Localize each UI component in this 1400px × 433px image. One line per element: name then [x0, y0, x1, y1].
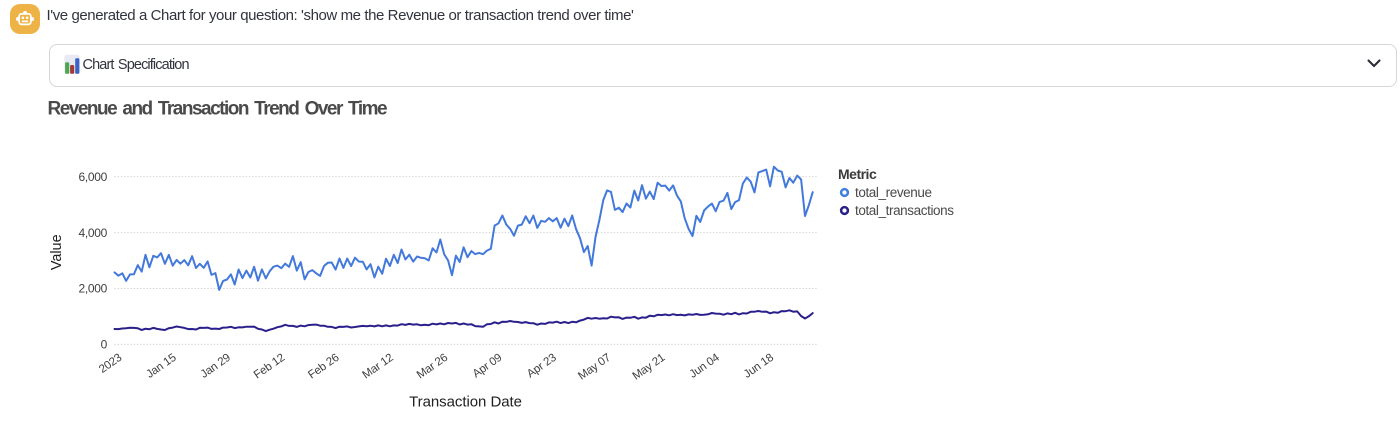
svg-text:Jun 18: Jun 18 — [742, 352, 776, 381]
svg-text:total_transactions: total_transactions — [855, 203, 954, 218]
svg-text:Jan 15: Jan 15 — [144, 352, 178, 381]
svg-text:Apr 23: Apr 23 — [525, 352, 559, 381]
svg-text:Feb 12: Feb 12 — [252, 352, 287, 382]
svg-text:May 07: May 07 — [576, 352, 613, 383]
svg-text:Mar 12: Mar 12 — [361, 352, 396, 382]
svg-text:Transaction Date: Transaction Date — [409, 393, 522, 410]
svg-text:Mar 26: Mar 26 — [415, 352, 450, 382]
svg-text:Apr 09: Apr 09 — [471, 352, 505, 381]
svg-text:total_revenue: total_revenue — [855, 185, 932, 200]
svg-text:2,000: 2,000 — [78, 282, 107, 296]
svg-text:Jan 29: Jan 29 — [199, 352, 233, 381]
svg-text:May 21: May 21 — [631, 352, 668, 383]
svg-text:4,000: 4,000 — [78, 226, 107, 240]
svg-text:Jun 04: Jun 04 — [687, 351, 722, 380]
svg-text:2023: 2023 — [97, 352, 124, 376]
svg-text:6,000: 6,000 — [78, 170, 107, 184]
svg-text:0: 0 — [101, 338, 108, 352]
svg-text:Feb 26: Feb 26 — [306, 352, 341, 382]
svg-text:Value: Value — [49, 234, 65, 270]
svg-text:Revenue and Transaction Trend: Revenue and Transaction Trend Over Time — [48, 99, 387, 120]
svg-text:Metric: Metric — [838, 166, 877, 182]
